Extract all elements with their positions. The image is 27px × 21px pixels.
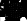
Circle shape (13, 14, 14, 15)
Circle shape (18, 12, 19, 13)
Circle shape (13, 6, 14, 7)
Circle shape (11, 9, 12, 10)
Circle shape (15, 7, 16, 8)
Circle shape (17, 15, 18, 16)
Circle shape (9, 7, 10, 8)
Circle shape (7, 11, 8, 12)
Circle shape (18, 7, 19, 8)
Circle shape (15, 4, 16, 5)
Circle shape (13, 9, 14, 10)
Circle shape (20, 14, 21, 15)
Circle shape (15, 13, 16, 14)
Circle shape (17, 4, 18, 5)
Text: Fuel: Fuel (0, 0, 4, 21)
Text: 12: 12 (0, 0, 27, 19)
Circle shape (10, 9, 11, 10)
Circle shape (11, 16, 12, 17)
Circle shape (11, 12, 12, 13)
Circle shape (11, 14, 12, 15)
Circle shape (15, 9, 16, 10)
Text: 20: 20 (1, 0, 27, 21)
Text: 18: 18 (1, 0, 27, 21)
Text: 16: 16 (1, 0, 27, 21)
Circle shape (17, 17, 18, 18)
Circle shape (16, 9, 17, 10)
Circle shape (20, 7, 21, 8)
Circle shape (18, 14, 19, 15)
Circle shape (7, 10, 8, 11)
Circle shape (13, 7, 14, 8)
Circle shape (15, 14, 16, 15)
Circle shape (15, 8, 16, 9)
Text: 14: 14 (1, 0, 27, 21)
Circle shape (18, 9, 19, 10)
Circle shape (13, 17, 14, 18)
Circle shape (19, 9, 20, 10)
Circle shape (15, 12, 16, 13)
Circle shape (16, 12, 17, 13)
Circle shape (13, 12, 14, 13)
Circle shape (9, 14, 10, 15)
Circle shape (13, 4, 14, 5)
Text: 24: 24 (0, 0, 27, 20)
Circle shape (13, 15, 14, 16)
Circle shape (8, 4, 22, 18)
Circle shape (17, 6, 18, 7)
Circle shape (7, 12, 8, 13)
Text: 12: 12 (0, 0, 27, 20)
Circle shape (11, 7, 12, 8)
Circle shape (15, 17, 16, 18)
Circle shape (11, 5, 12, 6)
Circle shape (7, 9, 8, 10)
